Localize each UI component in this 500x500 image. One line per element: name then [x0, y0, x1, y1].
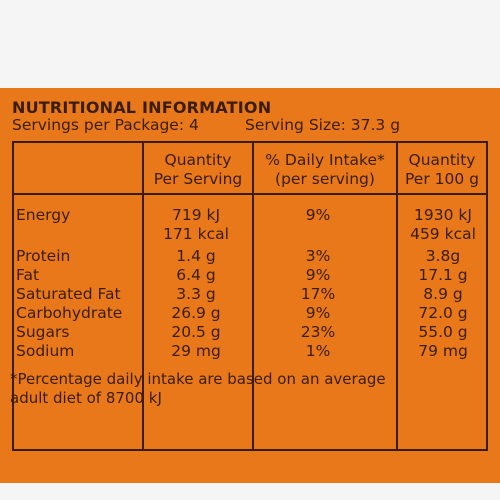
qty-per-serving: 29 mg [171, 342, 221, 360]
header-qty-per-100g: Quantity Per 100 g [398, 151, 486, 189]
table-row: Saturated Fat 3.3 g 17% 8.9 g [14, 285, 486, 304]
qty-per-100g: 8.9 g [423, 285, 463, 303]
nutrient-name: Carbohydrate [16, 304, 123, 322]
table-row: Carbohydrate 26.9 g 9% 72.0 g [14, 304, 486, 323]
header-qty-per-serving: Quantity Per Serving [144, 151, 252, 189]
header-line: Per Serving [153, 170, 243, 188]
table-row: Sodium 29 mg 1% 79 mg [14, 342, 486, 361]
daily-intake: 23% [300, 323, 336, 341]
nutrient-name: Saturated Fat [16, 285, 121, 303]
qty-per-100g: 459 kcal [410, 225, 476, 243]
serving-info: Servings per Package: 4 Serving Size: 37… [12, 116, 400, 134]
qty-per-serving: 171 kcal [163, 225, 229, 243]
serving-size: Serving Size: 37.3 g [245, 116, 401, 134]
servings-per-package: Servings per Package: 4 [12, 116, 199, 134]
footnote: *Percentage daily intake are based on an… [10, 370, 490, 408]
qty-per-100g: 79 mg [418, 342, 468, 360]
nutrition-table: Quantity Per Serving % Daily Intake* (pe… [12, 141, 488, 451]
header-divider [14, 193, 486, 195]
daily-intake: 1% [305, 342, 331, 360]
qty-per-serving: 6.4 g [176, 266, 216, 284]
daily-intake: 17% [300, 285, 336, 303]
qty-per-serving: 1.4 g [176, 247, 216, 265]
nutrition-panel: NUTRITIONAL INFORMATION Servings per Pac… [0, 88, 500, 483]
qty-per-100g: 3.8g [425, 247, 461, 265]
table-row: Protein 1.4 g 3% 3.8g [14, 247, 486, 266]
header-line: Quantity [164, 151, 232, 169]
column-divider [252, 143, 254, 449]
nutrient-name: Sodium [16, 342, 75, 360]
qty-per-serving: 3.3 g [176, 285, 216, 303]
daily-intake: 3% [305, 247, 331, 265]
table-row: Fat 6.4 g 9% 17.1 g [14, 266, 486, 285]
qty-per-100g: 17.1 g [418, 266, 468, 284]
nutrient-name: Fat [16, 266, 40, 284]
daily-intake: 9% [305, 266, 331, 284]
qty-per-serving: 26.9 g [171, 304, 221, 322]
header-line: (per serving) [275, 170, 375, 188]
column-divider [396, 143, 398, 449]
qty-per-100g: 1930 kJ [414, 206, 472, 224]
daily-intake: 9% [305, 304, 331, 322]
nutrient-name: Protein [16, 247, 71, 265]
daily-intake: 9% [305, 206, 331, 224]
qty-per-serving: 20.5 g [171, 323, 221, 341]
header-daily-intake: % Daily Intake* (per serving) [254, 151, 396, 189]
header-line: Per 100 g [405, 170, 479, 188]
qty-per-serving: 719 kJ [171, 206, 221, 224]
table-row: 171 kcal 459 kcal [14, 225, 486, 244]
qty-per-100g: 55.0 g [418, 323, 468, 341]
header-line: % Daily Intake* [265, 151, 385, 169]
footnote-line: *Percentage daily intake are based on an… [10, 370, 386, 388]
nutrient-name: Sugars [16, 323, 70, 341]
footnote-line: adult diet of 8700 kJ [10, 389, 162, 407]
nutrient-name: Energy [16, 206, 71, 224]
qty-per-100g: 72.0 g [418, 304, 468, 322]
table-row: Energy 719 kJ 9% 1930 kJ [14, 206, 486, 225]
header-line: Quantity [408, 151, 476, 169]
panel-heading: NUTRITIONAL INFORMATION [12, 98, 272, 117]
column-divider [142, 143, 144, 449]
table-row: Sugars 20.5 g 23% 55.0 g [14, 323, 486, 342]
